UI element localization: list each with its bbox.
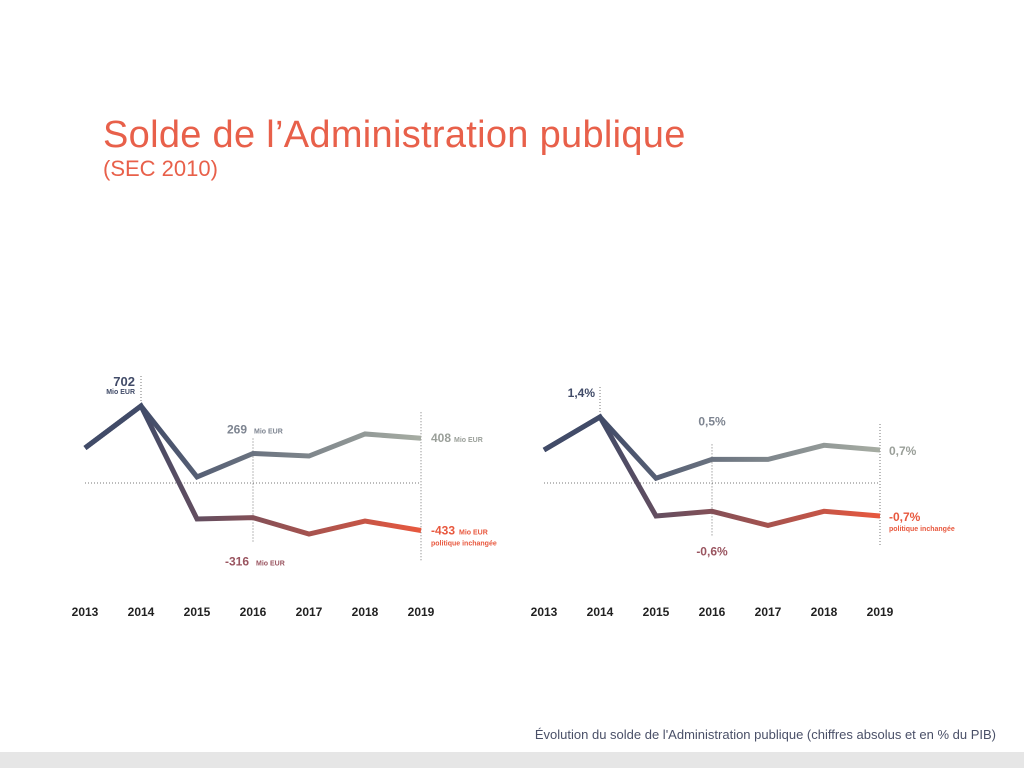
annotation-value: 0,7% bbox=[889, 444, 917, 458]
annotation-unit: Mio EUR bbox=[459, 529, 488, 536]
caption: Évolution du solde de l'Administration p… bbox=[534, 727, 996, 742]
series-line-main bbox=[542, 413, 881, 482]
annotation-value: 1,4% bbox=[568, 386, 596, 400]
x-tick-label: 2019 bbox=[867, 605, 894, 619]
x-tick-label: 2019 bbox=[408, 605, 435, 619]
annotation-value: -316 bbox=[225, 555, 249, 569]
annotation-unit: Mio EUR bbox=[454, 437, 483, 444]
annotation-value: 408 bbox=[431, 431, 451, 445]
annotation-value: 269 bbox=[227, 422, 247, 436]
series-line-unchanged-policy bbox=[542, 413, 881, 529]
x-tick-label: 2014 bbox=[128, 605, 155, 619]
annotation-note: politique inchangée bbox=[431, 540, 497, 547]
x-tick-label: 2017 bbox=[755, 605, 782, 619]
annotation-unit: Mio EUR bbox=[106, 389, 135, 396]
annotation-unit: Mio EUR bbox=[256, 561, 285, 568]
x-tick-label: 2018 bbox=[811, 605, 838, 619]
chart-1 bbox=[83, 376, 422, 561]
annotation-note: politique inchangée bbox=[889, 526, 955, 533]
page-subtitle: (SEC 2010) bbox=[103, 156, 218, 181]
annotation-value: 702 bbox=[113, 374, 135, 389]
x-tick-label: 2013 bbox=[72, 605, 99, 619]
x-tick-label: 2018 bbox=[352, 605, 379, 619]
series-line-unchanged-policy bbox=[83, 402, 422, 537]
annotation-value: -0,6% bbox=[696, 544, 728, 558]
x-tick-label: 2016 bbox=[699, 605, 726, 619]
x-tick-label: 2015 bbox=[643, 605, 670, 619]
annotation-value: 0,5% bbox=[698, 414, 726, 428]
footer-bar bbox=[0, 752, 1024, 768]
annotation-unit: Mio EUR bbox=[254, 428, 283, 435]
x-tick-label: 2016 bbox=[240, 605, 267, 619]
annotation-value: -433 bbox=[431, 523, 455, 537]
x-tick-label: 2017 bbox=[296, 605, 323, 619]
page-title: Solde de l’Administration publique bbox=[103, 114, 686, 156]
annotation-value: -0,7% bbox=[889, 510, 921, 524]
x-tick-label: 2015 bbox=[184, 605, 211, 619]
x-tick-label: 2013 bbox=[531, 605, 558, 619]
chart-2 bbox=[542, 387, 881, 546]
x-tick-label: 2014 bbox=[587, 605, 614, 619]
series-line-main bbox=[83, 402, 422, 481]
